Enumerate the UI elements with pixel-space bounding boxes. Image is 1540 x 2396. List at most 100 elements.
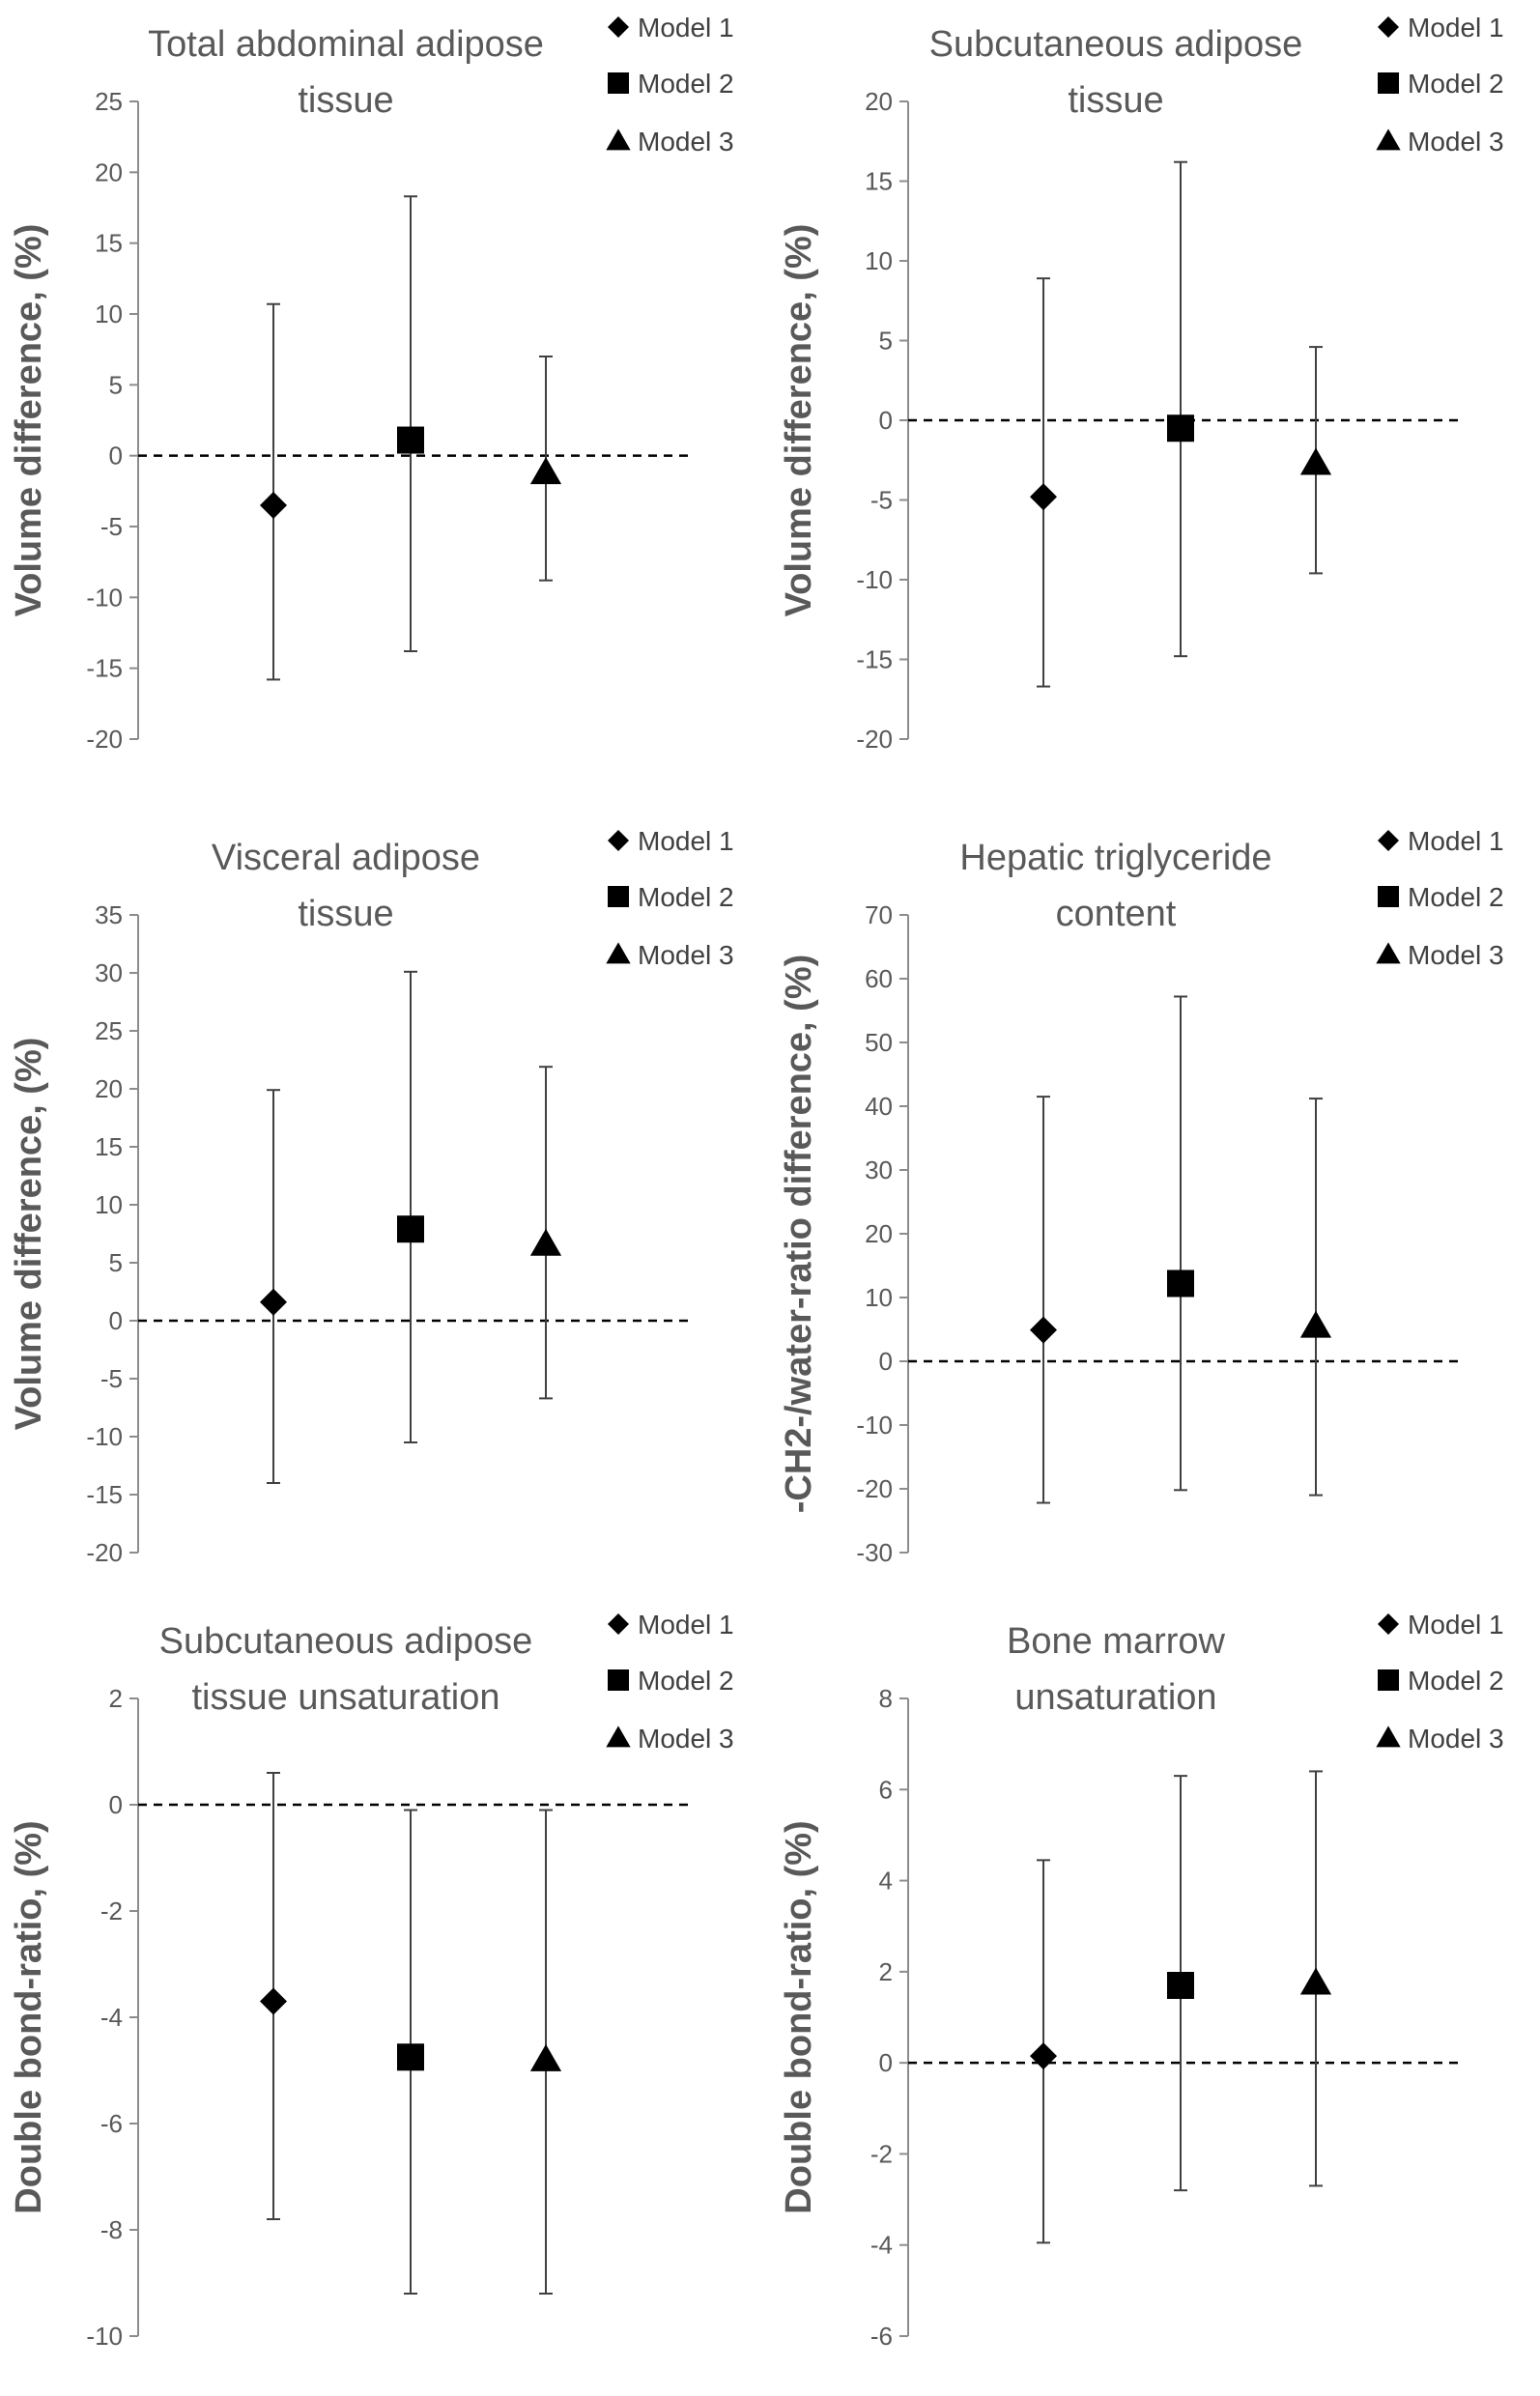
legend-marker-model-2: [1378, 72, 1399, 94]
legend-label-model-3: Model 3: [638, 1724, 734, 1754]
legend-label-model-3: Model 3: [638, 940, 734, 970]
y-tick-label: 70: [865, 900, 893, 929]
panel-total-abdominal-adipose-tissue: Total abdominal adipose tissue 25 20 15 10 5 0 -…: [0, 0, 770, 799]
y-tick-label: 8: [879, 1684, 893, 1713]
series-model-3: [529, 1809, 562, 2295]
legend-marker-model-3: [1376, 128, 1401, 151]
series-model-2: [1167, 160, 1194, 658]
y-tick-label: -5: [870, 486, 893, 515]
legend-label-model-1: Model 1: [638, 13, 734, 43]
chart-title-line: content: [1056, 894, 1177, 934]
y-axis-title: Double bond-ratio, (%): [779, 1820, 819, 2213]
y-tick-label: -4: [870, 2231, 893, 2260]
y-tick-label: -6: [870, 2322, 893, 2351]
series-model-2: [397, 970, 424, 1443]
chart-svg: Subcutaneous adipose tissue unsaturation 2…: [9, 1610, 734, 2351]
point-marker-model-1: [260, 1288, 287, 1316]
chart-title-line: tissue: [298, 80, 393, 121]
y-tick-label: 5: [879, 327, 893, 356]
y-tick-label: -15: [86, 1480, 123, 1509]
y-tick-label: -15: [856, 645, 893, 674]
y-tick-label: -4: [100, 2003, 123, 2032]
point-marker-model-2: [1167, 414, 1194, 442]
y-tick-label: -2: [870, 2139, 893, 2168]
y-tick-label: 15: [865, 167, 893, 196]
legend-label-model-1: Model 1: [638, 1610, 734, 1640]
legend-marker-model-3: [606, 128, 631, 151]
y-tick-label: 15: [95, 1132, 123, 1161]
legend-label-model-3: Model 3: [638, 127, 734, 157]
y-axis-title: Volume difference, (%): [9, 1038, 49, 1431]
series-model-2: [397, 1809, 424, 2295]
y-tick-label: 60: [865, 964, 893, 993]
y-tick-label: -10: [856, 565, 893, 594]
chart-svg: Bone marrow unsaturation 8 6 4 2 0 -2 -4 -6 Double…: [779, 1610, 1504, 2351]
panel-subcutaneous-adipose-tissue-unsaturation: Subcutaneous adipose tissue unsaturation 2…: [0, 1597, 770, 2396]
y-tick-label: -2: [100, 1897, 123, 1925]
y-axis-title: Volume difference, (%): [779, 224, 819, 617]
legend-label-model-1: Model 1: [1408, 1610, 1504, 1640]
series-model-1: [1030, 277, 1057, 688]
y-tick-label: -20: [856, 725, 893, 754]
y-tick-label: 20: [865, 87, 893, 116]
y-tick-label: 35: [95, 900, 123, 929]
point-marker-model-2: [1167, 1972, 1194, 1999]
y-tick-label: 30: [865, 1155, 893, 1184]
legend-marker-model-2: [608, 886, 629, 907]
legend-marker-model-3: [1376, 942, 1401, 964]
series-model-1: [260, 1772, 287, 2220]
y-tick-label: 25: [95, 87, 123, 116]
y-axis-title: Volume difference, (%): [9, 224, 49, 617]
y-tick-label: 5: [109, 370, 123, 399]
y-tick-label: -10: [856, 1411, 893, 1440]
legend-marker-model-2: [1378, 886, 1399, 907]
legend: Model 1 Model 2 Model 3: [606, 13, 734, 157]
series-model-3: [1299, 1770, 1332, 2187]
legend-label-model-2: Model 2: [638, 1666, 734, 1696]
chart-title-line: tissue: [298, 894, 393, 934]
series-model-2: [1167, 995, 1194, 1492]
chart-title-line: Bone marrow: [1007, 1621, 1226, 1662]
legend-marker-model-1: [1378, 16, 1399, 38]
series-model-2: [1167, 1775, 1194, 2192]
y-tick-label: 0: [109, 1790, 123, 1819]
y-tick-label: 5: [109, 1248, 123, 1277]
panel-visceral-adipose-tissue: Visceral adipose tissue 35 30 25 20 15 10 5 0 -5 -1…: [0, 813, 770, 1612]
series-model-2: [397, 195, 424, 653]
legend-marker-model-3: [1376, 1726, 1401, 1748]
panel-bone-marrow-unsaturation: Bone marrow unsaturation 8 6 4 2 0 -2 -4 -6 Double…: [770, 1597, 1540, 2396]
y-tick-label: 10: [865, 1283, 893, 1312]
legend-marker-model-2: [1378, 1669, 1399, 1691]
y-tick-label: -10: [86, 2322, 123, 2351]
y-tick-label: 10: [95, 300, 123, 328]
legend-marker-model-1: [1378, 1613, 1399, 1635]
y-tick-label: -20: [86, 1538, 123, 1567]
y-tick-label: 0: [879, 1347, 893, 1376]
legend-label-model-1: Model 1: [1408, 826, 1504, 856]
point-marker-model-1: [260, 492, 287, 519]
point-marker-model-3: [529, 1228, 562, 1256]
series-model-3: [1299, 346, 1332, 575]
legend: Model 1 Model 2 Model 3: [1376, 826, 1504, 970]
chart-title-line: unsaturation: [1014, 1677, 1216, 1718]
legend-marker-model-2: [608, 72, 629, 94]
legend-label-model-2: Model 2: [638, 69, 734, 99]
y-tick-label: 20: [95, 157, 123, 186]
y-tick-label: 0: [879, 406, 893, 435]
legend-label-model-3: Model 3: [1408, 1724, 1504, 1754]
y-tick-label: -20: [856, 1474, 893, 1503]
y-tick-label: 0: [109, 1306, 123, 1335]
legend-label-model-2: Model 2: [1408, 882, 1504, 912]
y-tick-label: 50: [865, 1028, 893, 1057]
y-tick-label: 25: [95, 1016, 123, 1045]
legend-label-model-2: Model 2: [638, 882, 734, 912]
point-marker-model-3: [1299, 1310, 1332, 1338]
y-tick-label: 6: [879, 1775, 893, 1804]
legend: Model 1 Model 2 Model 3: [606, 826, 734, 970]
legend-label-model-2: Model 2: [1408, 1666, 1504, 1696]
y-tick-label: 2: [109, 1684, 123, 1713]
y-tick-label: 4: [879, 1867, 893, 1896]
point-marker-model-2: [397, 2043, 424, 2071]
legend-marker-model-1: [608, 16, 629, 38]
legend-marker-model-2: [608, 1669, 629, 1691]
